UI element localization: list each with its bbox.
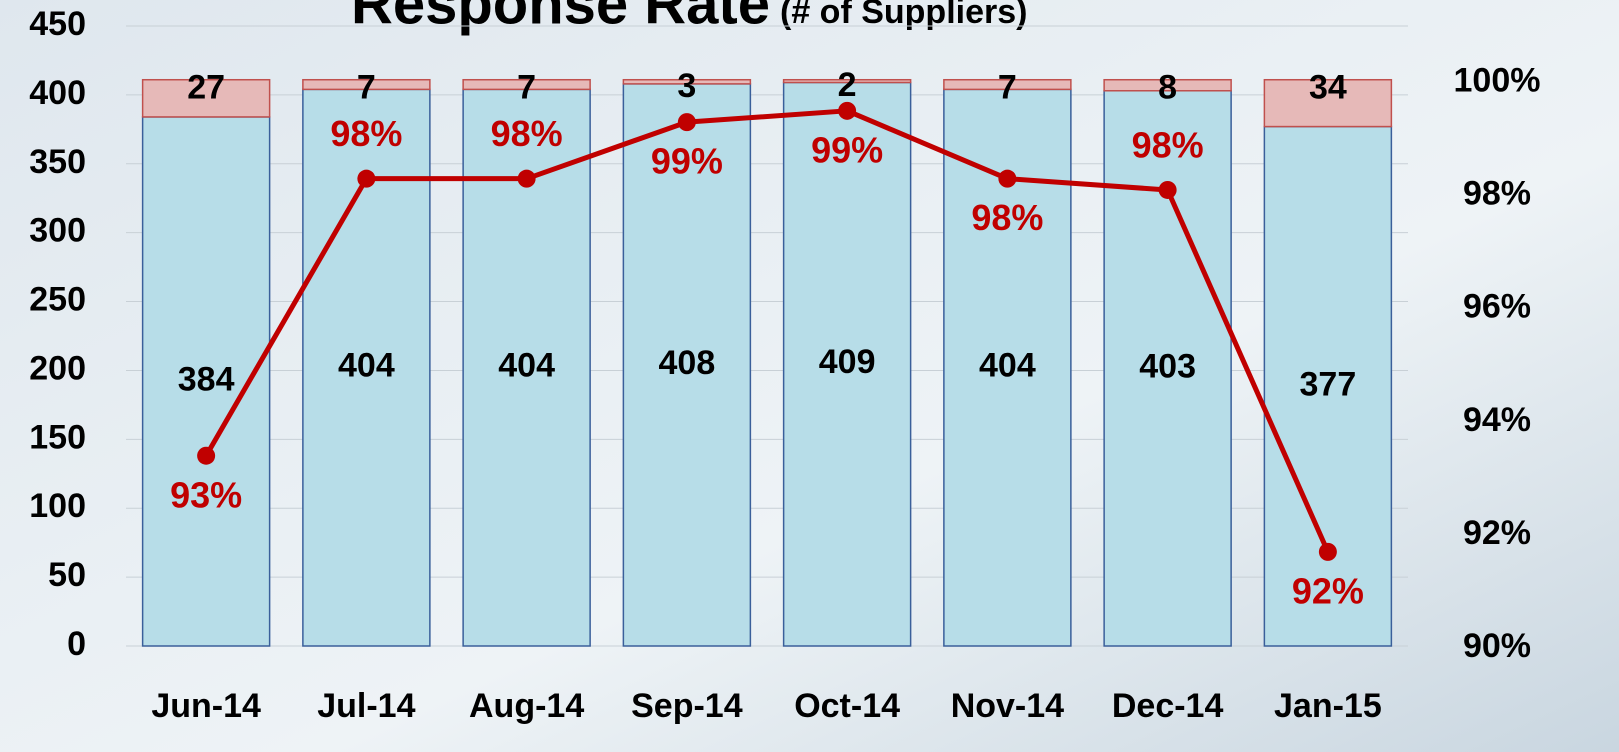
x-tick-label: Sep-14 xyxy=(631,687,743,725)
x-tick-label: Oct-14 xyxy=(794,687,900,725)
x-tick-label: Dec-14 xyxy=(1112,687,1224,725)
y-tick-label: 250 xyxy=(29,281,86,319)
data-label: 408 xyxy=(659,344,716,382)
data-label: 8 xyxy=(1158,69,1177,107)
data-label: 409 xyxy=(819,343,876,381)
y2-tick-label: 98% xyxy=(1463,175,1531,213)
point-label: 98% xyxy=(491,113,563,154)
y-tick-label: 150 xyxy=(29,418,86,456)
x-tick-label: Jul-14 xyxy=(317,687,415,725)
chart-title: Response Rate xyxy=(351,0,770,36)
x-tick-label: Jun-14 xyxy=(151,687,261,725)
data-label: 404 xyxy=(498,347,555,385)
y-tick-label: 450 xyxy=(29,5,86,43)
x-tick-label: Nov-14 xyxy=(951,687,1064,725)
x-tick-label: Aug-14 xyxy=(469,687,584,725)
y-tick-label: 50 xyxy=(48,556,86,594)
point-label: 98% xyxy=(1132,124,1204,165)
point-label: 98% xyxy=(971,197,1043,238)
data-label: 384 xyxy=(178,360,235,398)
y2-tick-label: 100% xyxy=(1454,62,1541,100)
y2-tick-label: 94% xyxy=(1463,401,1531,439)
data-label: 404 xyxy=(338,347,395,385)
line-point xyxy=(838,102,856,120)
line-point xyxy=(1159,181,1177,199)
data-label: 7 xyxy=(998,69,1017,107)
chart: Response Rate (# of Suppliers) 050100150… xyxy=(0,0,1619,752)
y2-tick-label: 96% xyxy=(1463,288,1531,326)
line-point xyxy=(357,170,375,188)
data-label: 27 xyxy=(187,69,225,107)
y-tick-label: 0 xyxy=(67,625,86,663)
page: Response Rate (# of Suppliers) 050100150… xyxy=(0,0,1619,752)
data-label: 403 xyxy=(1139,347,1196,385)
point-label: 98% xyxy=(330,113,402,154)
y-tick-label: 350 xyxy=(29,143,86,181)
y-tick-label: 300 xyxy=(29,212,86,250)
data-label: 2 xyxy=(838,66,857,104)
point-label: 99% xyxy=(651,141,723,182)
data-label: 7 xyxy=(357,69,376,107)
point-label: 92% xyxy=(1292,570,1364,611)
line-point xyxy=(998,170,1016,188)
data-label: 404 xyxy=(979,347,1036,385)
data-label: 377 xyxy=(1300,365,1357,403)
y-tick-label: 200 xyxy=(29,349,86,387)
point-label: 93% xyxy=(170,474,242,515)
line-point xyxy=(197,447,215,465)
y2-tick-label: 92% xyxy=(1463,514,1531,552)
line-point xyxy=(1319,543,1337,561)
x-tick-label: Jan-15 xyxy=(1274,687,1382,725)
data-label: 7 xyxy=(517,69,536,107)
line-point xyxy=(678,113,696,131)
y2-tick-label: 90% xyxy=(1463,627,1531,665)
y-tick-label: 400 xyxy=(29,74,86,112)
y-tick-label: 100 xyxy=(29,487,86,525)
line-point xyxy=(518,170,536,188)
data-label: 3 xyxy=(677,67,696,105)
data-label: 34 xyxy=(1309,69,1347,107)
point-label: 99% xyxy=(811,129,883,170)
